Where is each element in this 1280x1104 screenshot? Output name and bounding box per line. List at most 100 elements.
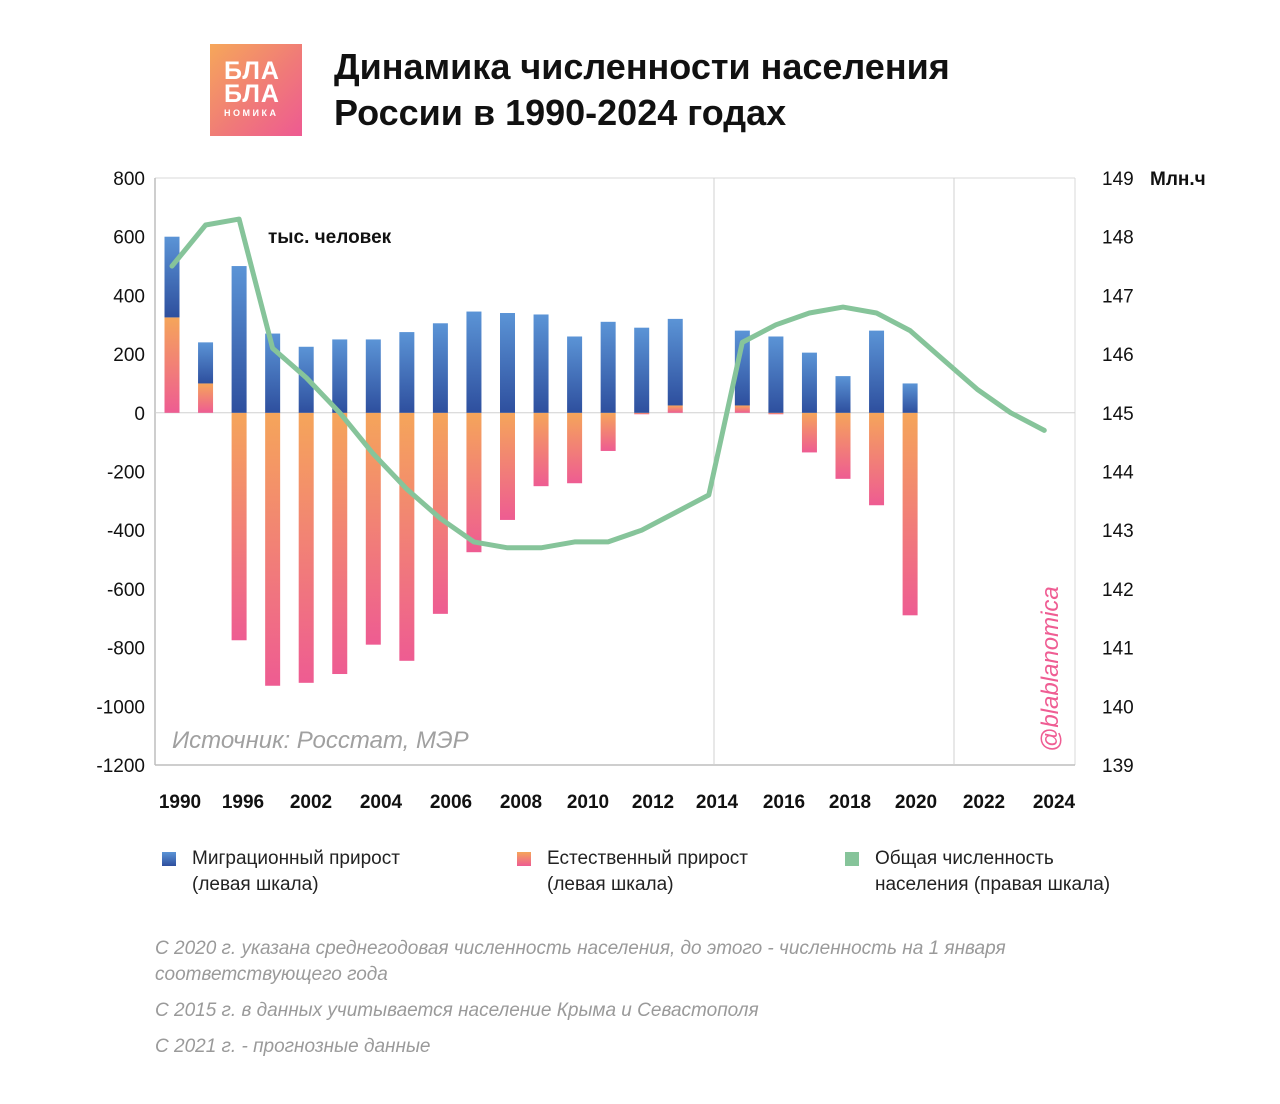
right-tick-label: 142 <box>1102 580 1134 601</box>
migration-bar <box>667 318 683 406</box>
legend-swatch-natural <box>517 852 531 866</box>
watermark-handle: @blablanomica <box>1037 586 1064 752</box>
legend-item-migration: Миграционный прирост (левая шкала) <box>162 846 400 898</box>
natural-bar <box>667 405 683 413</box>
right-tick-label: 146 <box>1102 345 1134 366</box>
logo-line-2: БЛА <box>224 80 280 108</box>
natural-bar <box>198 383 214 413</box>
migration-bar <box>533 314 549 413</box>
natural-bar <box>902 412 918 616</box>
natural-bar <box>734 405 750 413</box>
natural-bar <box>600 412 616 451</box>
migration-bar <box>332 339 348 413</box>
footnote-1: С 2020 г. указана среднегодовая численно… <box>155 938 1006 985</box>
migration-bar <box>164 236 180 318</box>
migration-bar <box>231 266 247 413</box>
migration-bar <box>198 342 214 384</box>
title-line-2: России в 1990-2024 годах <box>334 92 787 133</box>
left-axis-unit: тыс. человек <box>268 227 392 248</box>
legend-label-migration-1: Миграционный прирост <box>192 848 400 869</box>
population-chart: 800 600 400 200 0 -200 -400 -600 -800 -1000 -1200 1… <box>96 169 1206 813</box>
legend-label-population-2: населения (правая шкала) <box>875 874 1111 895</box>
x-tick-label: 2014 <box>696 792 739 813</box>
legend-swatch-migration <box>162 852 176 866</box>
footnote-3: С 2021 г. - прогнозные данные <box>155 1036 431 1057</box>
population-line <box>169 216 1047 551</box>
legend-label-population-1: Общая численность <box>875 848 1054 869</box>
x-tick-label: 2020 <box>895 792 937 813</box>
footnote-2: С 2015 г. в данных учитывается население… <box>155 1000 759 1021</box>
x-tick-label: 1990 <box>159 792 201 813</box>
left-tick-label: 600 <box>113 228 145 249</box>
right-tick-label: 143 <box>1102 521 1134 542</box>
left-tick-label: -800 <box>107 639 145 660</box>
natural-bar <box>432 412 448 614</box>
natural-bar <box>231 412 247 641</box>
migration-bar <box>600 321 616 413</box>
legend-label-natural-1: Естественный прирост <box>547 848 749 869</box>
left-tick-label: -400 <box>107 521 145 542</box>
migration-bar <box>869 330 885 413</box>
x-tick-label: 2008 <box>500 792 542 813</box>
right-tick-label: 145 <box>1102 404 1134 425</box>
right-axis-unit: Млн.ч <box>1150 169 1206 190</box>
natural-bar <box>298 412 314 683</box>
migration-bar <box>768 336 784 413</box>
right-tick-label: 140 <box>1102 697 1134 718</box>
natural-bar <box>332 412 348 675</box>
natural-bar <box>801 412 817 453</box>
natural-bar <box>634 412 650 415</box>
legend-swatch-population <box>845 852 859 866</box>
x-tick-label: 2006 <box>430 792 472 813</box>
natural-bar <box>869 412 885 506</box>
x-tick-label: 2002 <box>290 792 332 813</box>
natural-bar <box>533 412 549 487</box>
natural-bar <box>567 412 583 484</box>
footnotes: С 2020 г. указана среднегодовая численно… <box>155 936 1155 1070</box>
logo-line-3: НОМИКА <box>224 108 279 118</box>
left-tick-label: 400 <box>113 286 145 307</box>
migration-bar <box>466 311 482 413</box>
migration-bar <box>500 313 515 413</box>
x-tick-label: 2016 <box>763 792 805 813</box>
migration-bar <box>365 339 381 413</box>
migration-bar <box>902 383 918 413</box>
right-tick-label: 144 <box>1102 463 1134 484</box>
left-tick-label: 200 <box>113 345 145 366</box>
page-title: Динамика численности населения России в … <box>334 44 1094 136</box>
x-tick-label: 2018 <box>829 792 871 813</box>
left-tick-label: -200 <box>107 463 145 484</box>
right-tick-label: 147 <box>1102 286 1134 307</box>
logo: БЛА БЛА НОМИКА <box>210 44 302 136</box>
right-tick-label: 141 <box>1102 639 1134 660</box>
migration-bar <box>399 332 415 413</box>
left-tick-label: -600 <box>107 580 145 601</box>
natural-bar <box>399 412 415 661</box>
x-tick-label: 2010 <box>567 792 609 813</box>
left-tick-label: 800 <box>113 169 145 190</box>
natural-bar <box>365 412 381 645</box>
left-tick-label: -1000 <box>96 697 145 718</box>
natural-bar <box>466 412 482 553</box>
natural-bar <box>500 412 515 520</box>
source-annotation: Источник: Росстат, МЭР <box>172 727 469 754</box>
x-tick-label: 2012 <box>632 792 674 813</box>
migration-bar <box>835 376 851 413</box>
natural-bar <box>164 317 180 413</box>
x-tick-label: 2004 <box>360 792 403 813</box>
migration-bar <box>567 336 583 413</box>
title-line-1: Динамика численности населения <box>334 46 950 87</box>
natural-bar <box>768 412 784 415</box>
migration-bar <box>634 327 650 413</box>
x-tick-label: 2024 <box>1033 792 1076 813</box>
natural-bar <box>265 412 281 686</box>
migration-bar <box>801 352 817 413</box>
legend-item-natural: Естественный прирост (левая шкала) <box>517 846 749 898</box>
legend-item-population: Общая численность населения (правая шкал… <box>845 846 1111 898</box>
natural-bar <box>835 412 851 479</box>
logo-line-1: БЛА <box>224 57 280 85</box>
left-tick-label: 0 <box>134 404 145 425</box>
x-tick-label: 1996 <box>222 792 264 813</box>
legend-label-natural-2: (левая шкала) <box>547 874 674 895</box>
right-tick-label: 149 <box>1102 169 1134 190</box>
